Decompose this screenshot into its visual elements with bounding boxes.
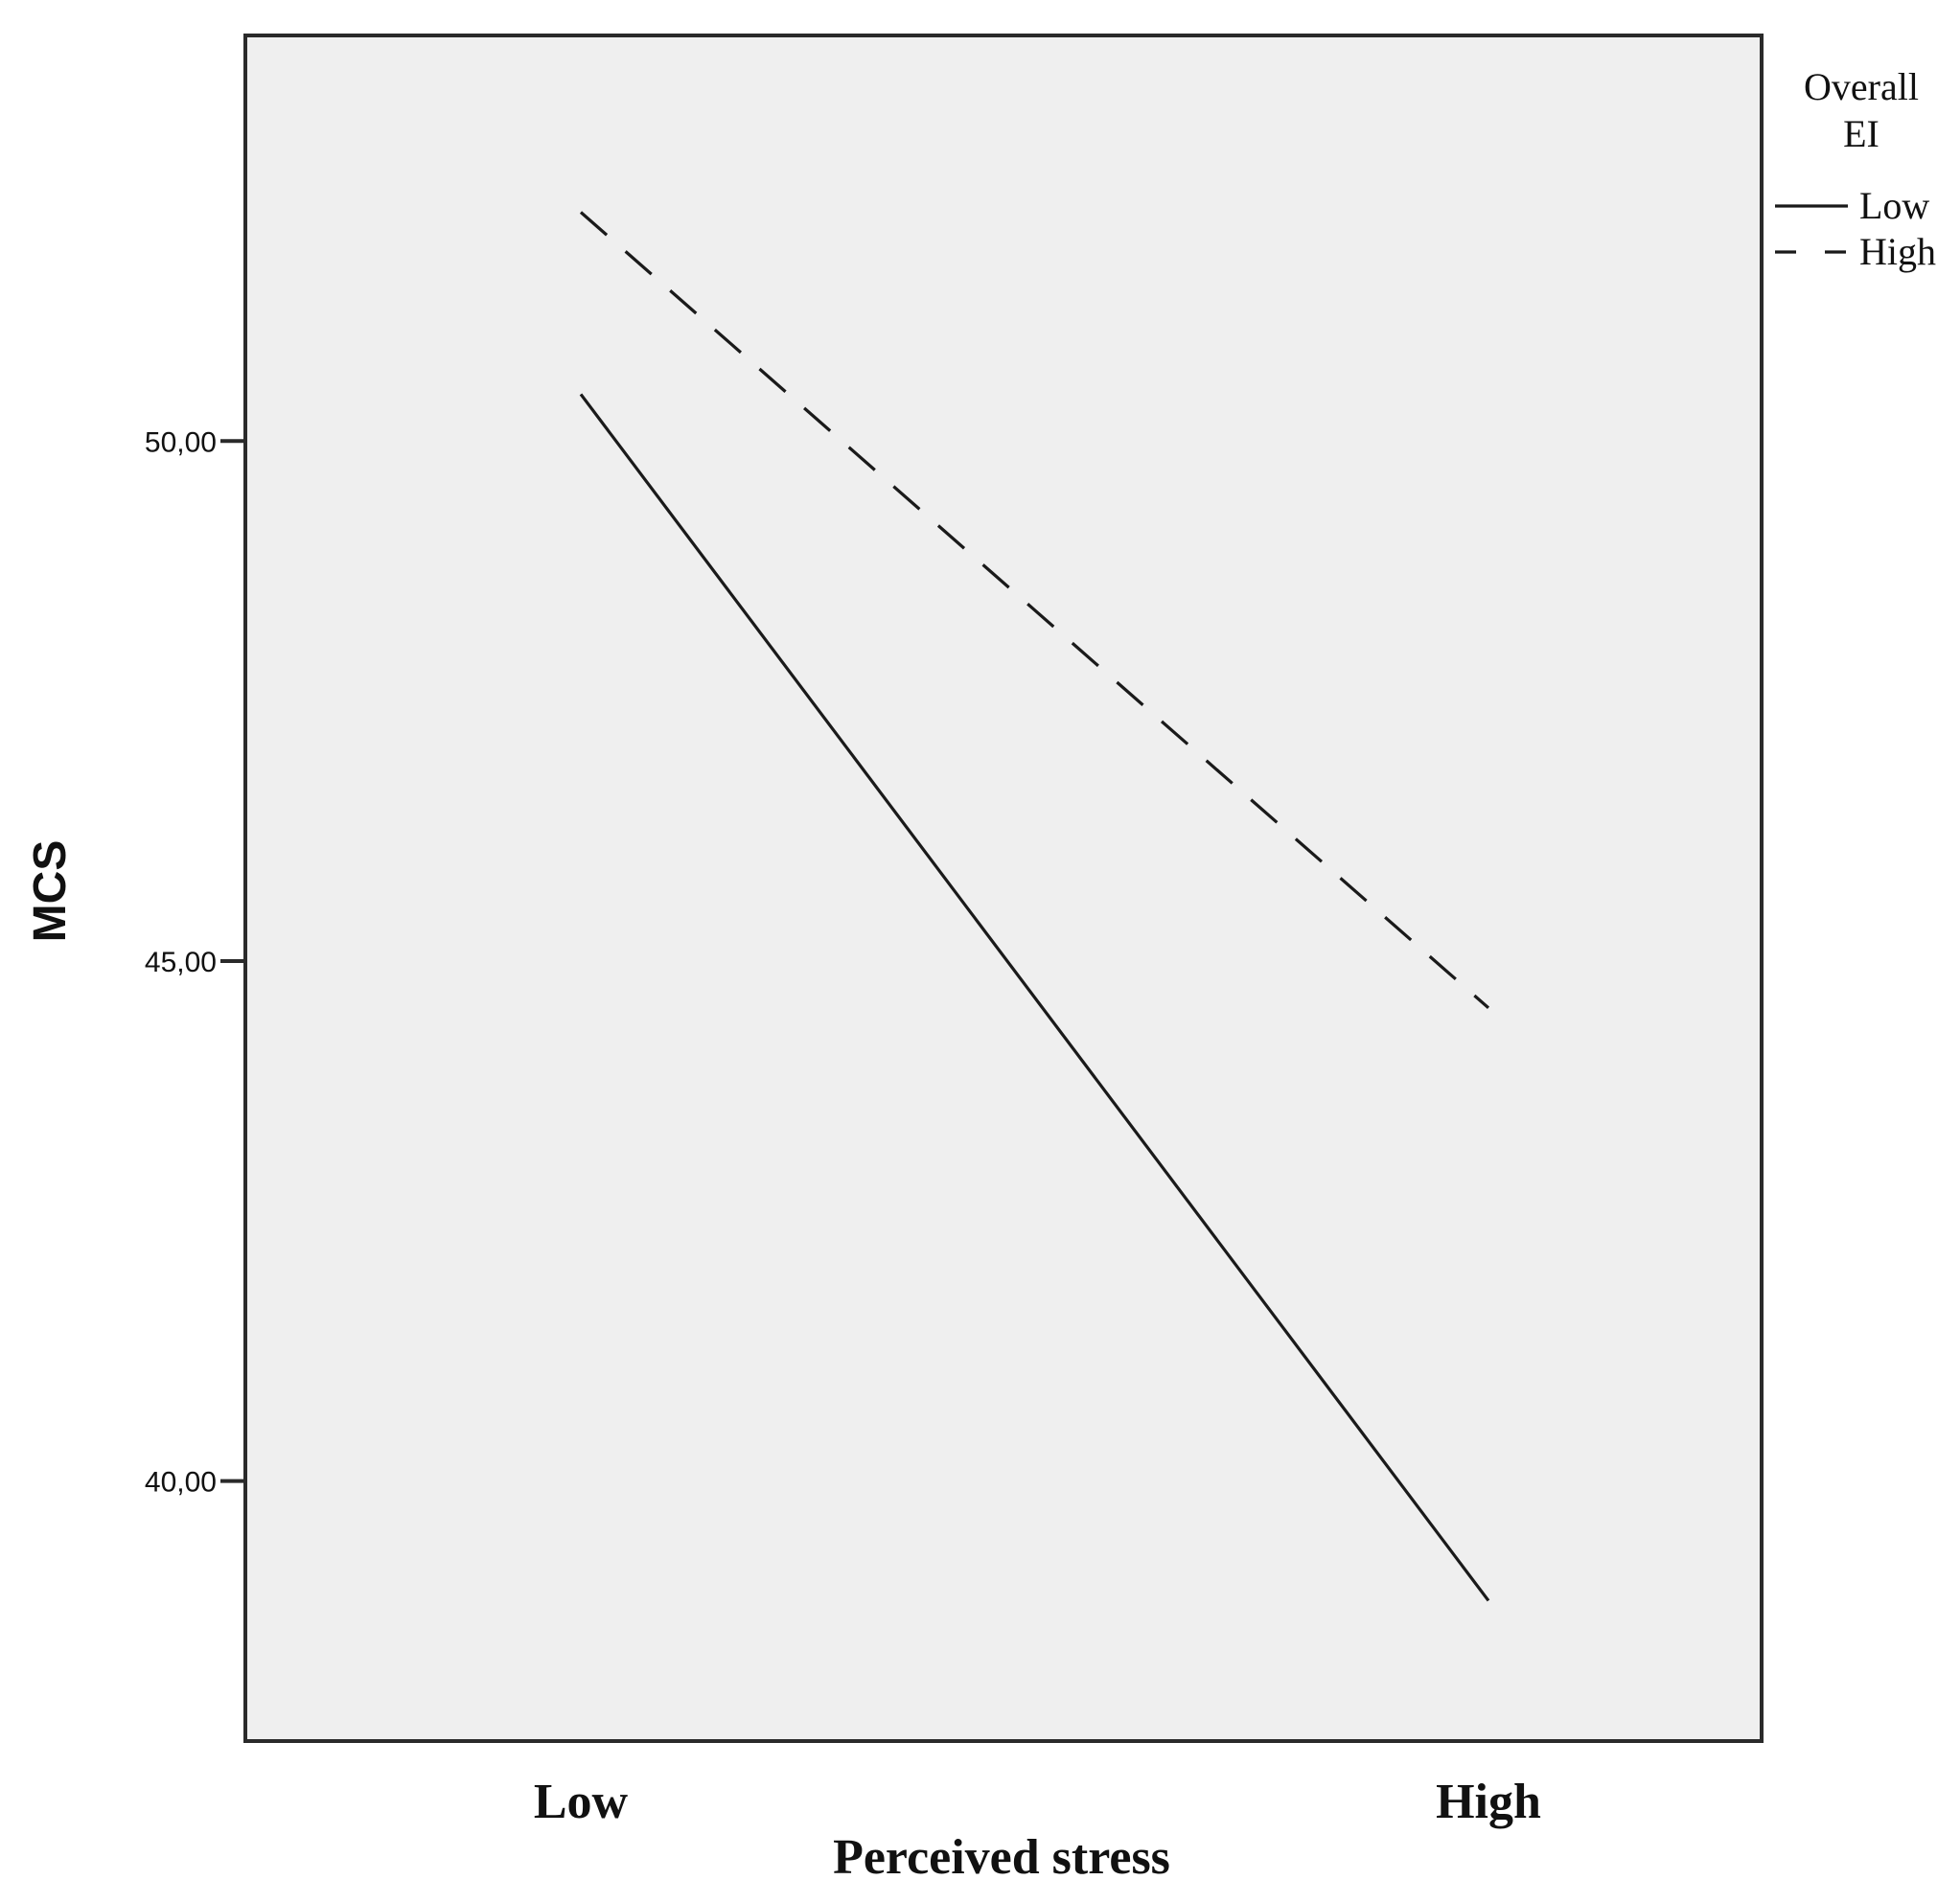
y-tick-label-2: 50,00 [145,426,217,458]
legend-label-low: Low [1859,184,1929,227]
legend-title-line-1: Overall [1804,65,1919,108]
legend-label-high: High [1859,230,1936,273]
y-axis-ticks: 40,00 45,00 50,00 [145,426,245,1499]
y-tick-label-0: 40,00 [145,1467,217,1499]
y-axis-title: MCS [25,840,76,943]
x-category-label-1: High [1436,1775,1541,1829]
series-line-high [579,211,1490,1010]
y-tick-label-1: 45,00 [145,947,217,978]
series-line-low [579,393,1490,1602]
x-axis-title: Perceived stress [833,1830,1170,1885]
x-axis-categories: Low High [534,1775,1541,1829]
series-lines [579,211,1490,1602]
legend-title-line-2: EI [1843,112,1879,155]
plot-area [243,34,1764,1743]
x-category-label-0: Low [534,1775,629,1829]
